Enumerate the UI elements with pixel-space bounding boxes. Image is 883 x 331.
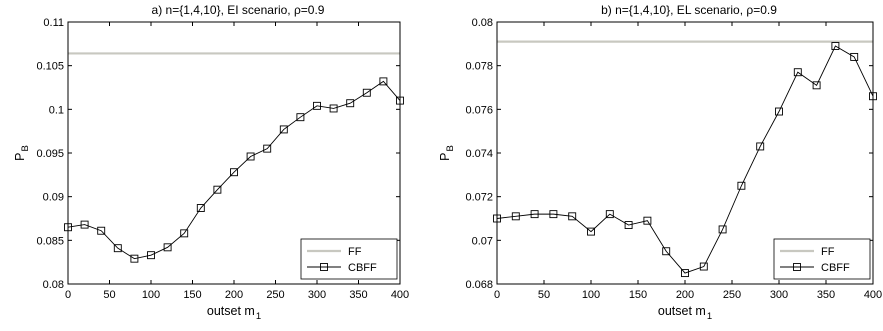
data-point-cbff — [246, 152, 255, 161]
x-axis-label-subscript: 1 — [256, 311, 261, 322]
x-tick-label: 100 — [142, 289, 160, 301]
data-point-cbff — [681, 269, 689, 278]
data-point-cbff — [737, 181, 746, 190]
data-point-cbff — [624, 221, 633, 230]
x-tick-label: 350 — [349, 289, 367, 301]
chart-panel-b: 0 50 100 150 200 250 300 350 400 0.068 0.07 0.072 0.… — [438, 3, 882, 322]
y-tick-label: 0.072 — [465, 192, 493, 204]
x-tick-label: 400 — [391, 289, 409, 301]
chart-title: a) n={1,4,10}, EI scenario, ρ=0.9 — [152, 3, 325, 17]
legend-marker-cbff — [320, 263, 328, 271]
data-point-cbff — [756, 142, 765, 151]
x-tick-label: 50 — [103, 289, 115, 301]
data-point-cbff — [850, 52, 859, 61]
data-point-cbff — [113, 244, 122, 253]
series-line-cbff — [67, 80, 401, 260]
legend-marker-cbff — [793, 263, 801, 271]
legend: FF CBFF — [300, 238, 398, 280]
x-axis-label: outset m1 — [658, 304, 712, 322]
data-point-cbff — [699, 262, 708, 271]
data-point-cbff — [662, 247, 671, 256]
data-point-cbff — [163, 243, 172, 252]
data-point-cbff — [831, 42, 840, 50]
data-point-cbff — [793, 68, 802, 77]
x-tick-label: 250 — [266, 289, 284, 301]
x-tick-label: 150 — [183, 289, 201, 301]
y-axis-label: PB — [438, 145, 456, 161]
y-tick-label: 0.09 — [43, 192, 64, 204]
series-line-cbff — [496, 45, 874, 274]
y-tick-label: 0.08 — [472, 17, 493, 29]
data-point-cbff — [147, 251, 155, 260]
data-point-cbff — [296, 113, 305, 122]
y-tick-label: 0.095 — [36, 148, 64, 160]
chart-title: b) n={1,4,10}, EL scenario, ρ=0.9 — [601, 3, 777, 17]
x-tick-label: 400 — [864, 289, 882, 301]
data-point-cbff — [180, 229, 189, 238]
data-point-cbff — [97, 226, 106, 235]
data-point-cbff — [80, 220, 89, 229]
x-tick-label: 200 — [225, 289, 243, 301]
x-tick-label: 0 — [65, 289, 71, 301]
data-point-cbff — [230, 168, 238, 177]
x-tick-label: 250 — [723, 289, 741, 301]
y-axis-label-main: P — [13, 153, 27, 161]
data-point-cbff — [263, 144, 272, 153]
legend-label-cbff: CBFF — [821, 262, 850, 274]
y-axis-label-subscript: B — [445, 145, 456, 151]
legend-box — [773, 238, 871, 280]
x-tick-label: 300 — [308, 289, 326, 301]
data-point-cbff — [643, 216, 652, 225]
y-tick-label: 0.105 — [36, 61, 64, 73]
data-point-cbff — [605, 210, 614, 219]
data-point-cbff — [196, 204, 205, 212]
x-tick-label: 350 — [817, 289, 835, 301]
data-point-cbff — [812, 81, 821, 90]
y-tick-label: 0.074 — [465, 148, 493, 160]
data-point-cbff — [379, 77, 388, 86]
data-point-cbff — [549, 210, 558, 219]
legend-label-ff: FF — [821, 246, 835, 258]
y-tick-label: 0.1 — [49, 104, 64, 116]
x-tick-label: 50 — [538, 289, 550, 301]
x-tick-label: 200 — [676, 289, 694, 301]
data-point-cbff — [346, 99, 355, 108]
data-point-cbff — [568, 212, 577, 221]
x-axis-label-subscript: 1 — [707, 311, 712, 322]
y-tick-label: 0.11 — [43, 17, 64, 29]
x-axis-label-main: outset m — [207, 304, 255, 318]
y-tick-label: 0.076 — [465, 104, 493, 116]
y-tick-label: 0.07 — [472, 235, 493, 247]
data-point-cbff — [329, 104, 338, 113]
x-tick-label: 100 — [582, 289, 600, 301]
y-tick-label: 0.085 — [36, 235, 64, 247]
data-point-cbff — [313, 101, 321, 110]
data-point-cbff — [511, 212, 520, 221]
x-tick-label: 300 — [770, 289, 788, 301]
y-tick-label: 0.078 — [465, 61, 493, 73]
y-tick-label: 0.08 — [43, 279, 64, 291]
legend-box — [300, 238, 398, 280]
data-point-cbff — [279, 125, 288, 134]
data-point-cbff — [362, 88, 371, 97]
y-axis-label-subscript: B — [20, 145, 31, 151]
x-axis-label: outset m1 — [207, 304, 261, 322]
x-tick-label: 0 — [494, 289, 500, 301]
x-tick-label: 150 — [629, 289, 647, 301]
legend-label-ff: FF — [348, 246, 362, 258]
data-point-cbff — [213, 185, 222, 194]
legend-label-cbff: CBFF — [348, 262, 377, 274]
data-point-cbff — [530, 210, 539, 219]
y-tick-label: 0.068 — [465, 279, 493, 291]
data-point-cbff — [587, 227, 595, 236]
x-axis-label-main: outset m — [658, 304, 706, 318]
data-point-cbff — [130, 254, 139, 263]
data-point-cbff — [775, 107, 783, 116]
legend: FF CBFF — [773, 238, 871, 280]
data-point-cbff — [718, 225, 727, 234]
chart-panel-a: 0 50 100 150 200 250 300 350 400 0.08 0.085 0.09 0.0… — [13, 3, 409, 322]
y-axis-label: PB — [13, 145, 31, 161]
y-axis-label-main: P — [438, 153, 452, 161]
